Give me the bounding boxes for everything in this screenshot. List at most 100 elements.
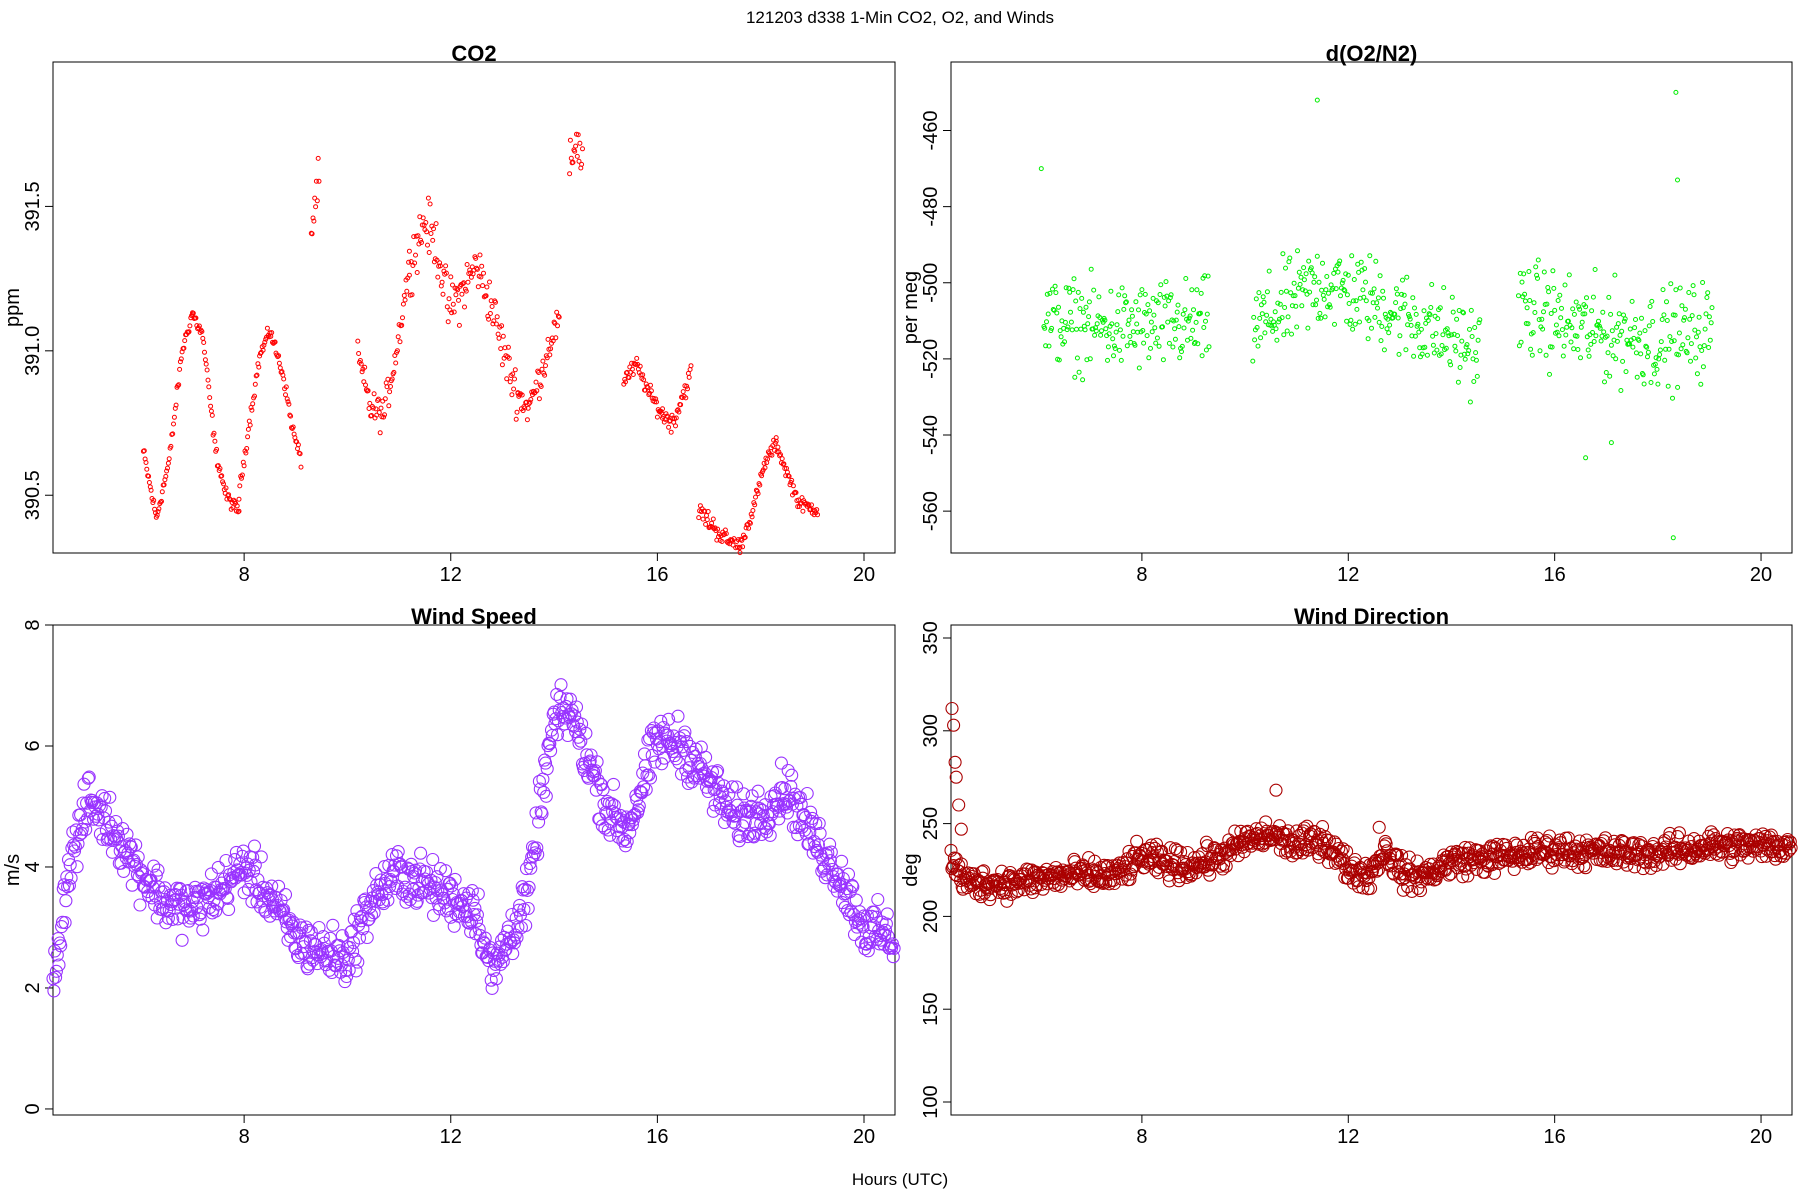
data-point — [1471, 379, 1477, 384]
data-point — [434, 257, 440, 263]
data-point — [1073, 298, 1079, 304]
data-point — [576, 158, 582, 164]
wind-speed-ylabel: m/s — [2, 854, 24, 886]
data-point — [778, 782, 792, 796]
data-point — [445, 892, 460, 907]
data-point — [354, 914, 368, 928]
data-point — [1442, 868, 1456, 882]
data-point — [389, 376, 395, 382]
data-point — [1418, 326, 1424, 332]
data-point — [1528, 346, 1534, 352]
data-point — [660, 734, 674, 748]
data-point — [241, 463, 247, 469]
data-point — [696, 515, 702, 521]
data-point — [1678, 346, 1684, 352]
data-point — [1410, 854, 1424, 868]
data-point — [719, 539, 725, 544]
data-point — [1411, 353, 1417, 359]
data-point — [237, 483, 243, 489]
data-point — [1321, 296, 1327, 302]
data-point — [1653, 355, 1659, 361]
data-point — [626, 813, 640, 827]
data-point — [1413, 311, 1419, 317]
data-point — [415, 233, 421, 239]
data-point — [1433, 331, 1439, 337]
data-point — [754, 488, 760, 494]
data-point — [1605, 350, 1611, 356]
data-point — [254, 850, 268, 864]
data-point — [1680, 342, 1686, 348]
data-point — [1363, 279, 1368, 285]
data-point — [406, 272, 412, 278]
data-point — [781, 461, 787, 467]
data-point — [1093, 328, 1099, 334]
data-point — [1362, 871, 1376, 885]
data-point — [470, 908, 484, 922]
data-point — [202, 349, 207, 355]
data-point — [544, 355, 550, 361]
data-point — [316, 178, 322, 184]
data-point — [135, 865, 150, 879]
data-point — [1521, 271, 1527, 277]
data-point — [1522, 298, 1528, 304]
data-point — [569, 700, 584, 714]
data-point — [444, 304, 450, 310]
y-tick-label: 391.5 — [22, 181, 44, 231]
data-point — [1121, 306, 1127, 312]
data-point — [1596, 318, 1601, 324]
data-point — [493, 321, 499, 327]
y-tick-label: -460 — [920, 110, 942, 150]
data-point — [1671, 338, 1677, 344]
data-point — [1421, 308, 1427, 314]
data-point — [1126, 317, 1132, 323]
data-point — [1559, 327, 1565, 333]
data-point — [1663, 346, 1669, 352]
data-point — [1362, 266, 1368, 272]
data-point — [1083, 304, 1089, 310]
data-point — [406, 248, 412, 254]
data-point — [1369, 290, 1375, 296]
data-point — [290, 949, 305, 963]
data-point — [660, 406, 665, 412]
data-point — [1295, 248, 1300, 254]
data-point — [1537, 348, 1543, 354]
data-point — [746, 829, 760, 843]
data-point — [1396, 351, 1402, 357]
data-point — [463, 916, 477, 930]
data-point — [365, 388, 371, 394]
data-point — [1373, 258, 1379, 264]
data-point — [630, 792, 644, 806]
data-point — [1111, 343, 1117, 349]
data-point — [283, 392, 288, 398]
data-point — [715, 526, 721, 532]
data-point — [78, 815, 92, 829]
data-point — [568, 709, 582, 723]
data-point — [175, 933, 189, 947]
data-point — [1277, 301, 1283, 307]
data-point — [1120, 333, 1126, 339]
data-point — [1667, 334, 1673, 340]
data-point — [733, 829, 747, 843]
x-tick-label: 12 — [440, 1126, 462, 1148]
data-point — [202, 357, 208, 363]
data-point — [1313, 302, 1319, 308]
data-point — [1634, 374, 1640, 380]
data-point — [238, 866, 252, 880]
data-point — [1570, 306, 1576, 312]
data-point — [1545, 285, 1551, 290]
data-point — [1077, 306, 1083, 312]
data-point — [797, 501, 803, 507]
data-point — [1580, 311, 1586, 317]
data-point — [1336, 842, 1350, 856]
data-point — [704, 513, 709, 518]
data-point — [574, 153, 580, 159]
data-point — [1608, 342, 1614, 348]
data-point — [402, 297, 408, 303]
data-point — [1705, 290, 1711, 296]
data-point — [378, 405, 384, 411]
data-point — [1114, 322, 1120, 328]
data-point — [517, 902, 531, 917]
data-point — [1269, 323, 1275, 329]
data-point — [1143, 311, 1149, 317]
